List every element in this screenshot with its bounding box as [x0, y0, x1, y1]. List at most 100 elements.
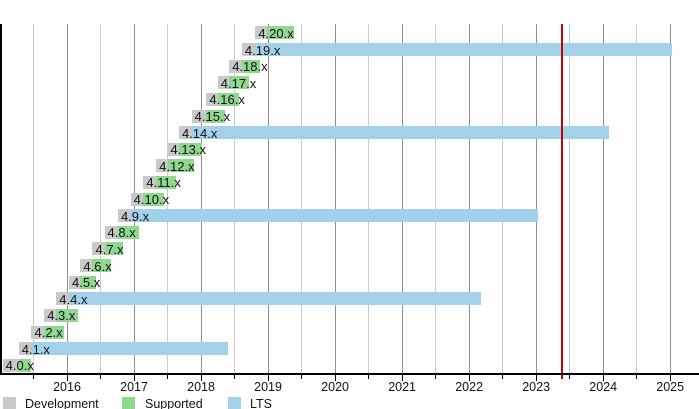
development-bar [191, 109, 207, 123]
development-bar [217, 76, 230, 90]
supported-bar [56, 308, 79, 322]
development-bar [130, 192, 144, 206]
supported-bar [266, 26, 295, 40]
development-bar [56, 292, 69, 306]
legend-swatch-development [3, 397, 16, 409]
x-axis-line [0, 373, 699, 375]
year-label: 2020 [321, 380, 349, 394]
gridline-half-year [569, 24, 571, 373]
year-label: 2024 [589, 380, 618, 394]
development-bar [167, 142, 179, 156]
version-label: 4.2.x [34, 325, 63, 341]
year-label: 2018 [187, 380, 215, 394]
gridline-half-year [435, 24, 437, 373]
development-bar [44, 308, 57, 322]
development-bar [18, 342, 32, 356]
supported-bar [217, 92, 240, 106]
lts-bar [191, 126, 610, 140]
year-label: 2019 [254, 380, 282, 394]
version-label: 4.6.x [83, 258, 112, 274]
supported-bar [44, 325, 65, 339]
gridline-year [267, 24, 269, 373]
version-label: 4.4.x [59, 291, 88, 307]
year-label: 2017 [120, 380, 148, 394]
gridline-year [669, 24, 671, 373]
lts-bar [31, 342, 228, 356]
gridline-half-year [636, 24, 638, 373]
development-bar [255, 26, 267, 40]
gridline-half-year [301, 24, 303, 373]
supported-bar [18, 358, 32, 372]
gridline-half-year [368, 24, 370, 373]
gridline-half-year [167, 24, 169, 373]
gridline-half-year [33, 24, 34, 373]
development-bar [92, 242, 105, 256]
gridline-year [401, 24, 403, 373]
version-label: 4.19.x [244, 42, 281, 58]
axis-tick [368, 374, 370, 379]
axis-tick [435, 374, 437, 379]
legend-label-development: Development [25, 397, 99, 409]
year-label: 2016 [53, 380, 81, 394]
axis-tick [200, 374, 202, 381]
axis-tick [267, 374, 269, 381]
axis-tick [502, 374, 504, 379]
development-bar [104, 225, 118, 239]
version-label: 4.13.x [170, 142, 206, 158]
axis-tick [401, 374, 403, 381]
axis-tick [133, 374, 135, 381]
axis-tick [669, 374, 671, 381]
development-bar [2, 358, 19, 372]
development-bar [143, 175, 157, 189]
version-label: 4.0.x [5, 358, 34, 374]
supported-bar [143, 192, 164, 206]
current-date-line [560, 24, 563, 379]
development-bar [241, 43, 256, 57]
development-bar [69, 275, 81, 289]
version-label: 4.15.x [194, 109, 231, 124]
version-label: 4.17.x [220, 75, 257, 91]
gridline-half-year [502, 24, 504, 373]
supported-bar [206, 109, 225, 123]
axis-tick [468, 374, 470, 381]
axis-tick [33, 374, 34, 379]
development-bar [80, 259, 93, 273]
supported-bar [156, 175, 176, 189]
version-label: 4.10.x [133, 192, 170, 208]
development-bar [117, 209, 131, 223]
supported-bar [229, 76, 250, 90]
version-label: 4.20.x [258, 25, 294, 41]
version-label: 4.3.x [47, 308, 76, 324]
axis-tick [100, 374, 102, 379]
version-label: 4.8.x [107, 225, 136, 241]
gridline-year [535, 24, 537, 373]
version-label: 4.9.x [120, 208, 150, 224]
axis-tick [234, 374, 236, 379]
axis-tick [167, 374, 169, 379]
development-bar [156, 159, 168, 173]
version-label: 4.12.x [159, 158, 195, 174]
gridline-year [602, 24, 604, 373]
version-label: 4.14.x [181, 125, 218, 141]
year-label: 2021 [388, 380, 416, 394]
supported-bar [167, 159, 195, 173]
version-label: 4.18.x [232, 59, 268, 75]
legend-label-supported: Supported [145, 397, 203, 409]
axis-tick [334, 374, 336, 381]
supported-bar [104, 242, 124, 256]
legend-swatch-lts [228, 397, 241, 409]
lts-bar [69, 292, 481, 306]
gridline-year [468, 24, 470, 373]
supported-bar [117, 225, 140, 239]
gridline-year [200, 24, 202, 373]
development-bar [229, 59, 242, 73]
y-axis-line [0, 24, 2, 374]
supported-bar [92, 259, 112, 273]
legend-label-lts: LTS [250, 397, 272, 409]
supported-bar [80, 275, 97, 289]
gridline-half-year [234, 24, 236, 373]
axis-tick [636, 374, 638, 379]
lts-bar [130, 209, 539, 223]
legend-swatch-supported [122, 397, 135, 409]
